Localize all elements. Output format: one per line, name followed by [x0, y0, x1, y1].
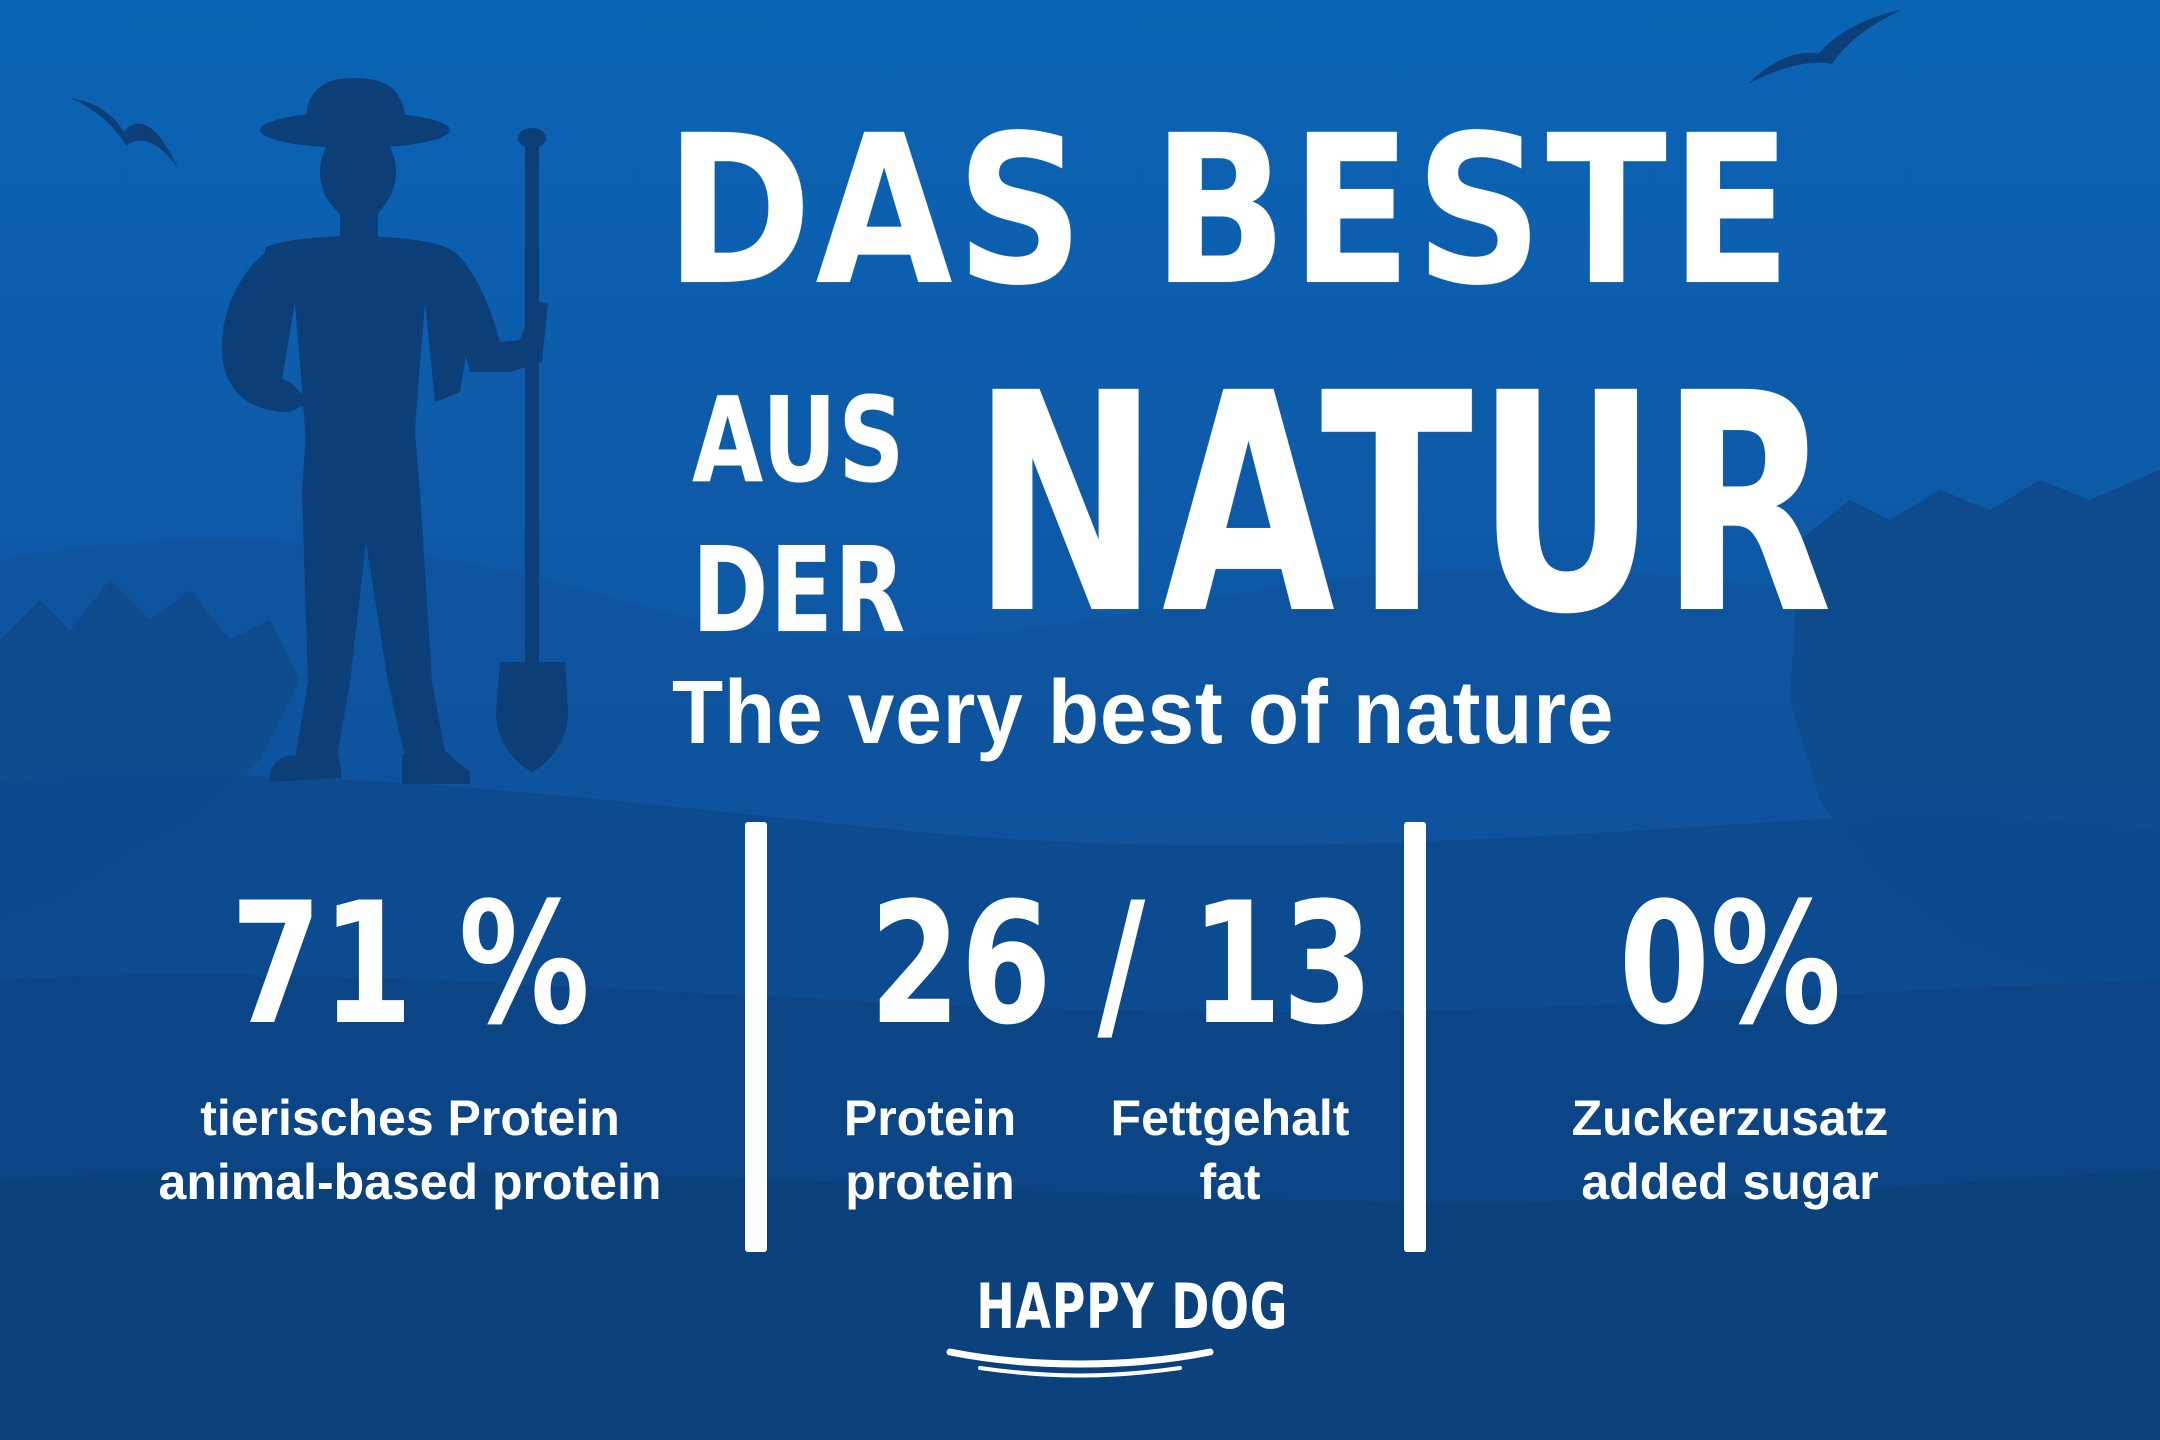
logo-text: HAPPY DOG [976, 1270, 1289, 1343]
stat-value-protein-fat: 26 / 13 [869, 866, 1374, 1062]
stat-label-protein-en: protein [845, 1154, 1015, 1210]
divider [745, 822, 767, 1252]
headline-natur: NATUR [972, 330, 1836, 681]
headline-aus: AUS [692, 371, 907, 509]
headline-line-1: DAS BESTE [665, 91, 1795, 331]
stat-label-animal-protein-en: animal-based protein [158, 1154, 662, 1210]
spade-icon [496, 662, 568, 772]
divider [1404, 822, 1426, 1252]
subtitle: The very best of nature [672, 663, 1615, 763]
stat-label-protein-de: Protein [843, 1090, 1017, 1146]
stat-value-added-sugar: 0% [1618, 866, 1842, 1062]
happy-dog-logo: HAPPY DOG [940, 1268, 1289, 1378]
stat-label-animal-protein-de: tierisches Protein [200, 1090, 620, 1146]
stat-value-animal-protein: 71 % [230, 866, 590, 1062]
stat-label-fat-de: Fettgehalt [1110, 1090, 1350, 1146]
stat-label-fat-en: fat [1199, 1154, 1261, 1210]
bird-icon [70, 98, 178, 168]
headline-der: DER [692, 521, 907, 659]
logo-swoosh-icon [946, 1348, 1214, 1378]
farmer-silhouette-icon [221, 78, 568, 784]
stat-label-added-sugar-en: added sugar [1581, 1154, 1879, 1210]
bird-icon [1748, 10, 1902, 84]
stat-label-added-sugar-de: Zuckerzusatz [1571, 1090, 1889, 1146]
